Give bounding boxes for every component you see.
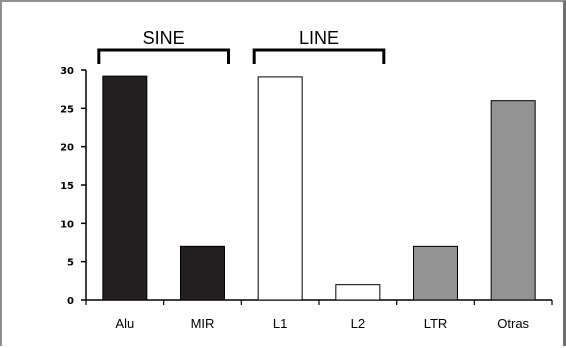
- bar-alu: [102, 75, 148, 301]
- y-tick-label: 30: [60, 66, 74, 77]
- y-tick-label: 5: [67, 258, 74, 269]
- y-tick-label: 15: [60, 181, 74, 192]
- y-tick-label: 10: [60, 219, 74, 230]
- bar-ltr: [413, 245, 458, 301]
- x-category-label: Alu: [115, 316, 134, 331]
- group-label-line: LINE: [299, 28, 339, 48]
- y-tick-label: 0: [67, 296, 74, 307]
- x-category-label: L1: [273, 316, 287, 331]
- group-bracket-sine: [97, 48, 230, 64]
- x-category-label: L2: [351, 316, 365, 331]
- y-tick-label: 20: [60, 143, 74, 154]
- group-label-sine: SINE: [143, 28, 185, 48]
- y-tick-label: 25: [60, 104, 74, 115]
- bar-l1: [257, 76, 303, 301]
- bar-otras: [490, 100, 536, 301]
- x-category-label: Otras: [497, 316, 529, 331]
- bar-mir: [180, 245, 225, 301]
- group-bracket-line: [252, 48, 386, 64]
- x-category-label: MIR: [191, 316, 215, 331]
- x-category-label: LTR: [424, 316, 448, 331]
- bar-l2: [335, 284, 381, 301]
